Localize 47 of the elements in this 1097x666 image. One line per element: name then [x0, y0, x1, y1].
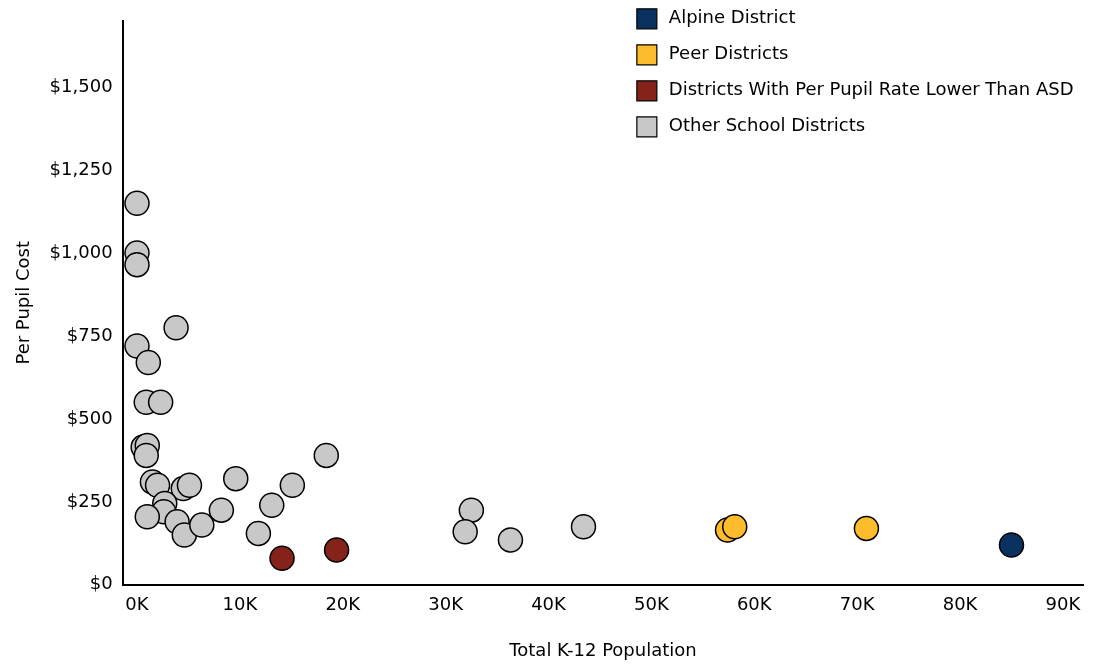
legend-label: Peer Districts — [668, 42, 789, 64]
y-tick-label: $1,000 — [49, 240, 113, 262]
x-tick-label: 80K — [942, 593, 979, 615]
x-axis-title: Total K-12 Population — [508, 638, 697, 660]
y-tick-label: $1,250 — [49, 157, 113, 179]
x-tick-label: 90K — [1045, 593, 1082, 615]
y-tick-label: $0 — [89, 572, 113, 594]
y-axis-title: Per Pupil Cost — [12, 241, 34, 365]
point — [452, 518, 478, 545]
point — [323, 537, 350, 563]
x-tick-label: 40K — [531, 593, 568, 615]
x-tick-label: 30K — [428, 593, 465, 615]
x-tick-label: 50K — [634, 593, 670, 615]
point — [189, 512, 215, 538]
point — [134, 504, 161, 530]
x-tick-label: 70K — [839, 593, 876, 615]
point — [163, 314, 189, 341]
point — [208, 497, 235, 523]
point — [313, 442, 340, 469]
point — [176, 472, 203, 499]
y-tick-label: $750 — [66, 323, 113, 345]
x-tick-label: 10K — [222, 593, 259, 615]
point — [259, 492, 285, 518]
point — [245, 520, 272, 547]
legend-label: Districts With Per Pupil Rate Lower Than ASD — [668, 78, 1074, 100]
point — [147, 389, 174, 416]
point — [853, 515, 880, 542]
point — [998, 532, 1025, 558]
legend-label: Alpine District — [668, 6, 796, 28]
point — [279, 472, 306, 499]
point — [458, 497, 485, 523]
y-tick-label: $250 — [66, 489, 113, 511]
y-tick-label: $1,500 — [49, 74, 113, 96]
point — [497, 527, 524, 553]
legend-label: Other School Districts — [668, 114, 866, 136]
point — [135, 349, 162, 376]
point — [133, 442, 159, 469]
point — [269, 545, 295, 572]
x-tick-label: 20K — [325, 593, 362, 615]
point — [570, 513, 597, 540]
point — [124, 190, 150, 217]
x-tick-label: 0K — [125, 593, 150, 615]
point — [124, 251, 150, 278]
x-tick-label: 60K — [736, 593, 773, 615]
point — [721, 513, 748, 540]
y-tick-label: $500 — [66, 406, 113, 428]
point — [223, 465, 249, 492]
